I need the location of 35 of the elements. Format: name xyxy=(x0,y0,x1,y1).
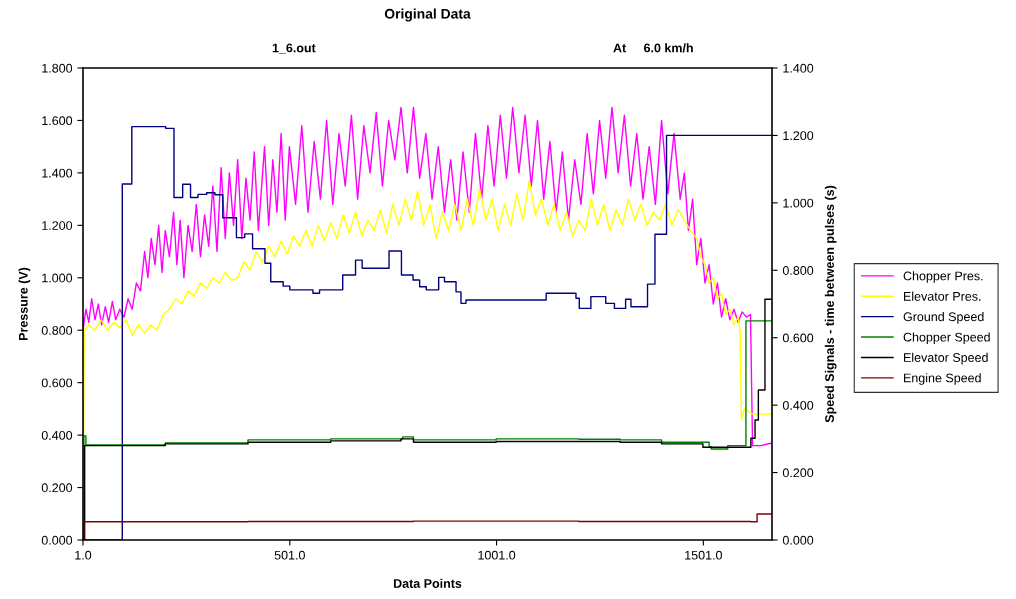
y-tick-label: 1.000 xyxy=(42,273,73,283)
y2-tick-label: 1.000 xyxy=(783,198,814,208)
y-tick-label: 0.200 xyxy=(41,483,73,493)
y2-tick-label: 0.400 xyxy=(782,400,814,410)
y2-tick-label: 0.600 xyxy=(782,333,814,343)
legend-label: Elevator Speed xyxy=(904,352,988,365)
chart-title: Original Data xyxy=(384,8,471,22)
y2-axis-title: Speed Signals - time between pulses (s) xyxy=(824,185,837,423)
legend-label: Chopper Speed xyxy=(903,332,990,345)
x-tick-label: 1001.0 xyxy=(478,550,516,560)
y-tick-label: 1.400 xyxy=(42,168,73,178)
legend-label: Elevator Pres. xyxy=(904,291,981,301)
legend-label: Chopper Pres. xyxy=(903,271,983,283)
legend-label: Engine Speed xyxy=(904,373,981,385)
y2-tick-label: 1.200 xyxy=(783,131,814,141)
y-tick-label: 0.800 xyxy=(41,326,73,335)
line-series xyxy=(83,106,772,447)
x-tick-label: 1501.0 xyxy=(685,550,722,560)
text: At 6.0 km/h xyxy=(613,43,693,53)
x-axis-title: Data Points xyxy=(393,578,462,588)
legend-label: Ground Speed xyxy=(903,311,984,324)
x-tick-label: 501.0 xyxy=(274,550,305,560)
y2-tick-label: 0.800 xyxy=(782,266,814,275)
y-tick-label: 0.400 xyxy=(41,430,73,440)
y-tick-label: 1.200 xyxy=(42,221,73,230)
y-tick-label: 0.000 xyxy=(41,535,73,545)
y2-tick-label: 0.000 xyxy=(782,535,814,545)
y-axis-title: Pressure (V) xyxy=(18,267,31,340)
x-tick-label: 1.0 xyxy=(75,550,92,560)
y2-tick-label: 0.200 xyxy=(782,468,814,478)
y-tick-label: 0.600 xyxy=(41,378,73,388)
y-tick-label: 1.800 xyxy=(42,63,73,73)
y-tick-label: 1.600 xyxy=(42,116,73,126)
y2-tick-label: 1.400 xyxy=(783,63,814,73)
chart-subtitle: 1_6.out xyxy=(272,43,316,54)
